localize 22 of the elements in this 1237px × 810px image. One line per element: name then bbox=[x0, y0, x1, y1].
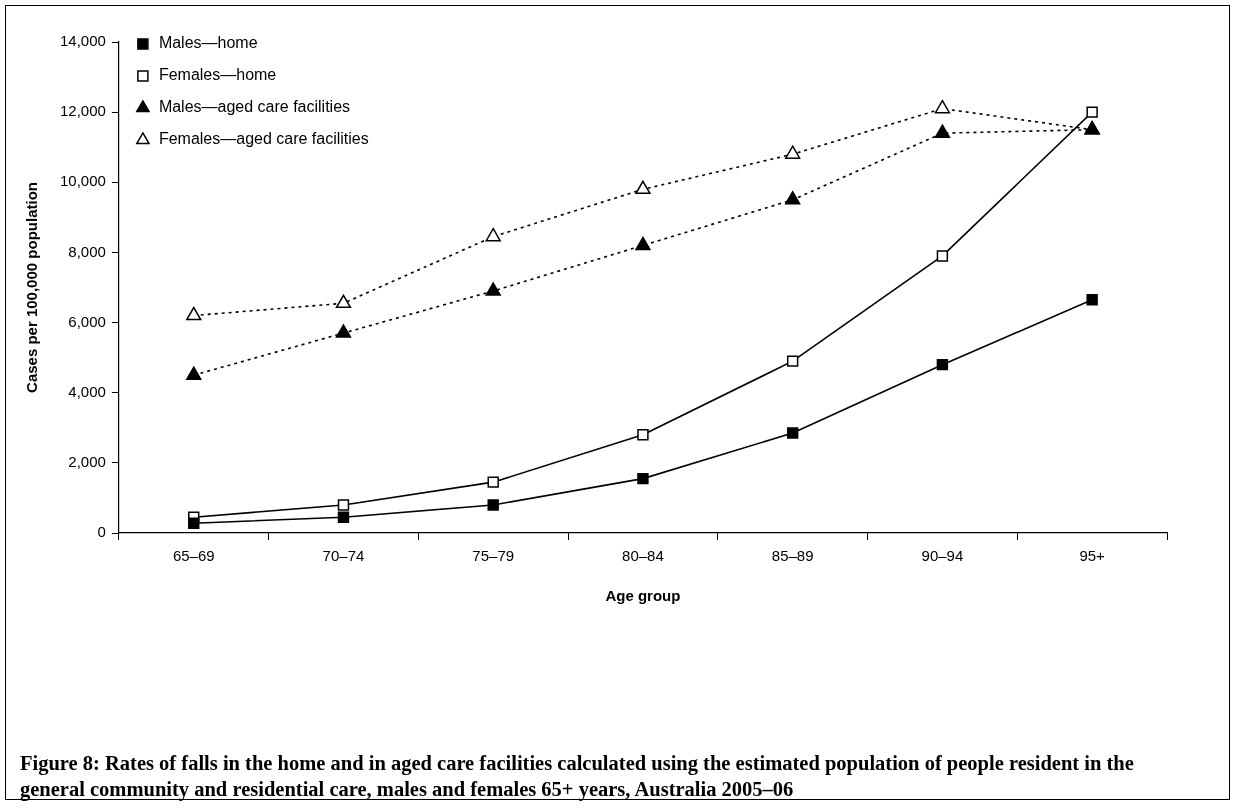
legend-label: Females—home bbox=[158, 66, 277, 84]
y-tick-label: 2,000 bbox=[68, 453, 106, 470]
x-tick-label: 80–84 bbox=[622, 547, 664, 565]
x-tick-label: 65–69 bbox=[172, 547, 215, 565]
x-axis-title: Age group bbox=[605, 587, 681, 605]
y-tick-label: 4,000 bbox=[68, 382, 106, 400]
y-tick-label: 12,000 bbox=[59, 102, 106, 120]
x-tick-label: 95+ bbox=[1079, 547, 1106, 565]
y-axis-title: Cases per 100,000 population bbox=[23, 182, 41, 393]
legend-label: Females—aged care facilities bbox=[158, 130, 369, 148]
x-tick-label: 90–94 bbox=[921, 547, 964, 565]
legend-label: Males—home bbox=[158, 34, 258, 52]
x-tick-label: 75–79 bbox=[472, 547, 515, 565]
y-tick-label: 8,000 bbox=[68, 242, 106, 260]
y-tick-label: 10,000 bbox=[59, 172, 106, 190]
x-tick-label: 70–74 bbox=[322, 547, 365, 565]
y-tick-label: 14,000 bbox=[59, 32, 106, 50]
caption: Figure 8: Rates of falls in the home and in aged care facilities calculated using the estimated population of people resident in the general community and residential care, males and females 65+ years, Australia 2005–06 bbox=[20, 751, 1135, 802]
y-tick-label: 6,000 bbox=[68, 312, 106, 330]
legend-label: Males—aged care facilities bbox=[158, 98, 351, 116]
y-tick-label: 0 bbox=[97, 523, 106, 541]
x-tick-label: 85–89 bbox=[771, 547, 814, 565]
